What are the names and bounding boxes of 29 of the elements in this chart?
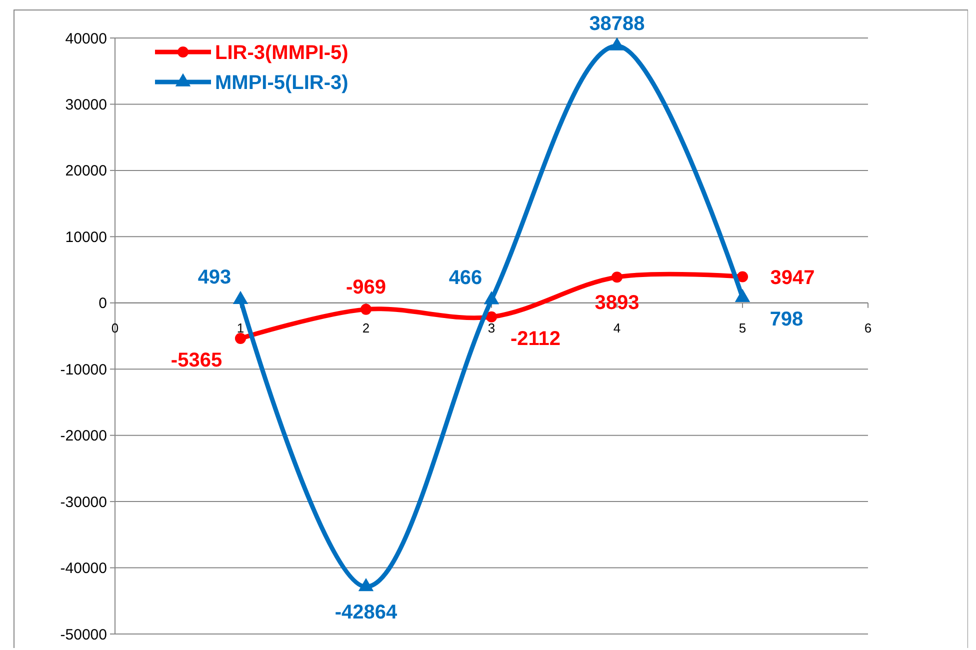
x-tick-label: 1: [236, 320, 244, 336]
data-label: 466: [448, 266, 482, 289]
y-tick-label: -10000: [60, 361, 107, 378]
y-tick-label: 0: [98, 295, 107, 312]
data-label: -2112: [510, 328, 561, 350]
legend-label: MMPI-5(LIR-3): [215, 72, 348, 94]
x-tick-label: 4: [613, 320, 621, 336]
data-label: -5365: [170, 349, 222, 372]
x-tick-label: 2: [362, 320, 370, 336]
data-label: 493: [198, 266, 232, 289]
x-tick-label: 0: [111, 320, 119, 336]
y-tick-label: 30000: [65, 96, 107, 114]
data-label: 798: [770, 308, 804, 331]
data-label: 3947: [770, 266, 815, 289]
y-tick-label: -40000: [60, 560, 107, 578]
y-tick-label: -20000: [60, 428, 107, 445]
data-label: 3893: [594, 292, 640, 314]
y-tick-label: 40000: [65, 30, 107, 48]
data-label: 38788: [589, 13, 645, 36]
data-label: -969: [346, 276, 386, 298]
y-tick-label: -50000: [60, 626, 107, 644]
y-tick-label: 10000: [65, 228, 107, 246]
data-label: -42864: [334, 602, 398, 624]
legend-label: LIR-3(MMPI-5): [215, 42, 348, 64]
y-tick-label: -30000: [60, 494, 107, 511]
x-tick-label: 5: [738, 320, 746, 336]
x-tick-label: 3: [488, 320, 496, 336]
x-tick-label: 6: [864, 320, 872, 336]
y-tick-label: 20000: [65, 162, 107, 180]
